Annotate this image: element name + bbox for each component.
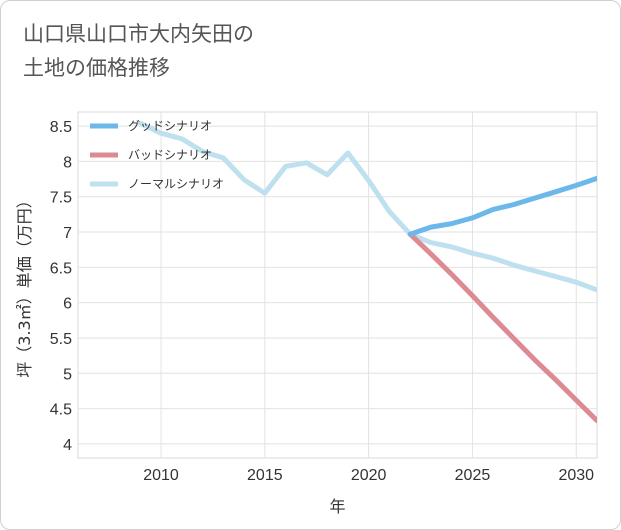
legend-label: グッドシナリオ: [128, 119, 212, 133]
y-axis-label: 坪（3.3㎡）単価（万円）: [15, 192, 34, 377]
x-tick-label: 2030: [558, 467, 594, 484]
x-tick-label: 2025: [455, 467, 491, 484]
x-axis-label: 年: [329, 497, 345, 516]
y-tick-label: 8: [63, 154, 72, 171]
y-tick-label: 6.5: [50, 260, 72, 277]
x-tick-label: 2020: [351, 467, 387, 484]
plot-area: [77, 111, 598, 459]
series-line-1: [407, 231, 597, 424]
chart-title: 山口県山口市大内矢田の 土地の価格推移: [23, 22, 254, 80]
y-tick-label: 8.5: [50, 119, 72, 136]
legend-label: ノーマルシナリオ: [128, 177, 224, 191]
grid: [77, 111, 598, 459]
y-tick-label: 6: [63, 296, 72, 313]
x-tick-label: 2015: [247, 467, 283, 484]
y-tick-label: 5: [63, 366, 72, 383]
y-tick-label: 7: [63, 225, 72, 242]
legend-label: バッドシナリオ: [128, 148, 212, 162]
y-tick-label: 4.5: [50, 402, 72, 419]
series-lines: [137, 120, 597, 424]
x-tick-label: 2010: [143, 467, 179, 484]
y-tick-label: 4: [63, 437, 72, 454]
y-tick-label: 5.5: [50, 331, 72, 348]
tick-labels: 4 4.5 5 5.5 6 6.5 7 7.5 8 8.5 2010 2015 2020 2025 2030: [50, 119, 594, 484]
series-line-0: [407, 175, 597, 237]
y-tick-label: 7.5: [50, 190, 72, 207]
series-line-2: [137, 120, 597, 293]
